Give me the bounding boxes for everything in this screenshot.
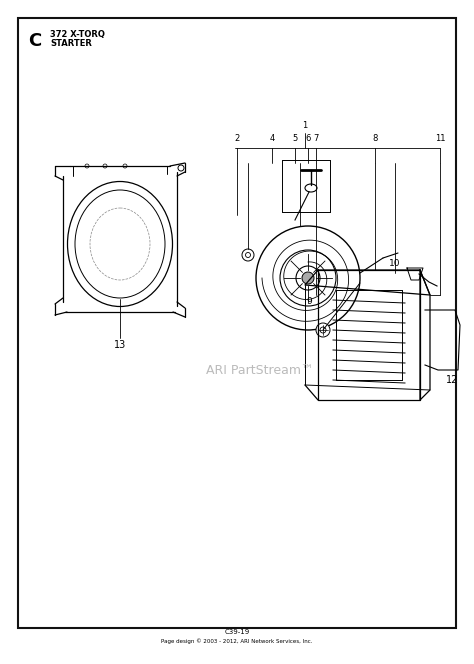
Circle shape (316, 323, 330, 337)
Text: 1: 1 (302, 121, 308, 130)
Text: 9: 9 (306, 297, 312, 307)
Text: C: C (28, 32, 41, 50)
Circle shape (123, 164, 127, 168)
Circle shape (246, 252, 250, 258)
Circle shape (296, 266, 320, 290)
Text: 5: 5 (292, 134, 298, 143)
Text: 6: 6 (305, 134, 310, 143)
Circle shape (320, 327, 326, 333)
Text: 10: 10 (389, 258, 401, 268)
Text: 13: 13 (114, 340, 126, 350)
Text: 7: 7 (313, 134, 319, 143)
Text: C39-19: C39-19 (224, 629, 250, 635)
Circle shape (85, 164, 89, 168)
Circle shape (302, 272, 314, 284)
Text: STARTER: STARTER (50, 39, 92, 48)
Circle shape (103, 164, 107, 168)
Circle shape (256, 226, 360, 330)
Text: ARI PartStream™: ARI PartStream™ (206, 363, 314, 376)
Text: Page design © 2003 - 2012, ARI Network Services, Inc.: Page design © 2003 - 2012, ARI Network S… (161, 638, 313, 644)
Text: 12: 12 (446, 375, 458, 385)
Text: 372 X-TORQ: 372 X-TORQ (50, 30, 105, 39)
Circle shape (280, 250, 336, 306)
Text: 11: 11 (435, 134, 445, 143)
Text: 2: 2 (234, 134, 240, 143)
Text: 4: 4 (269, 134, 274, 143)
Text: 8: 8 (372, 134, 378, 143)
